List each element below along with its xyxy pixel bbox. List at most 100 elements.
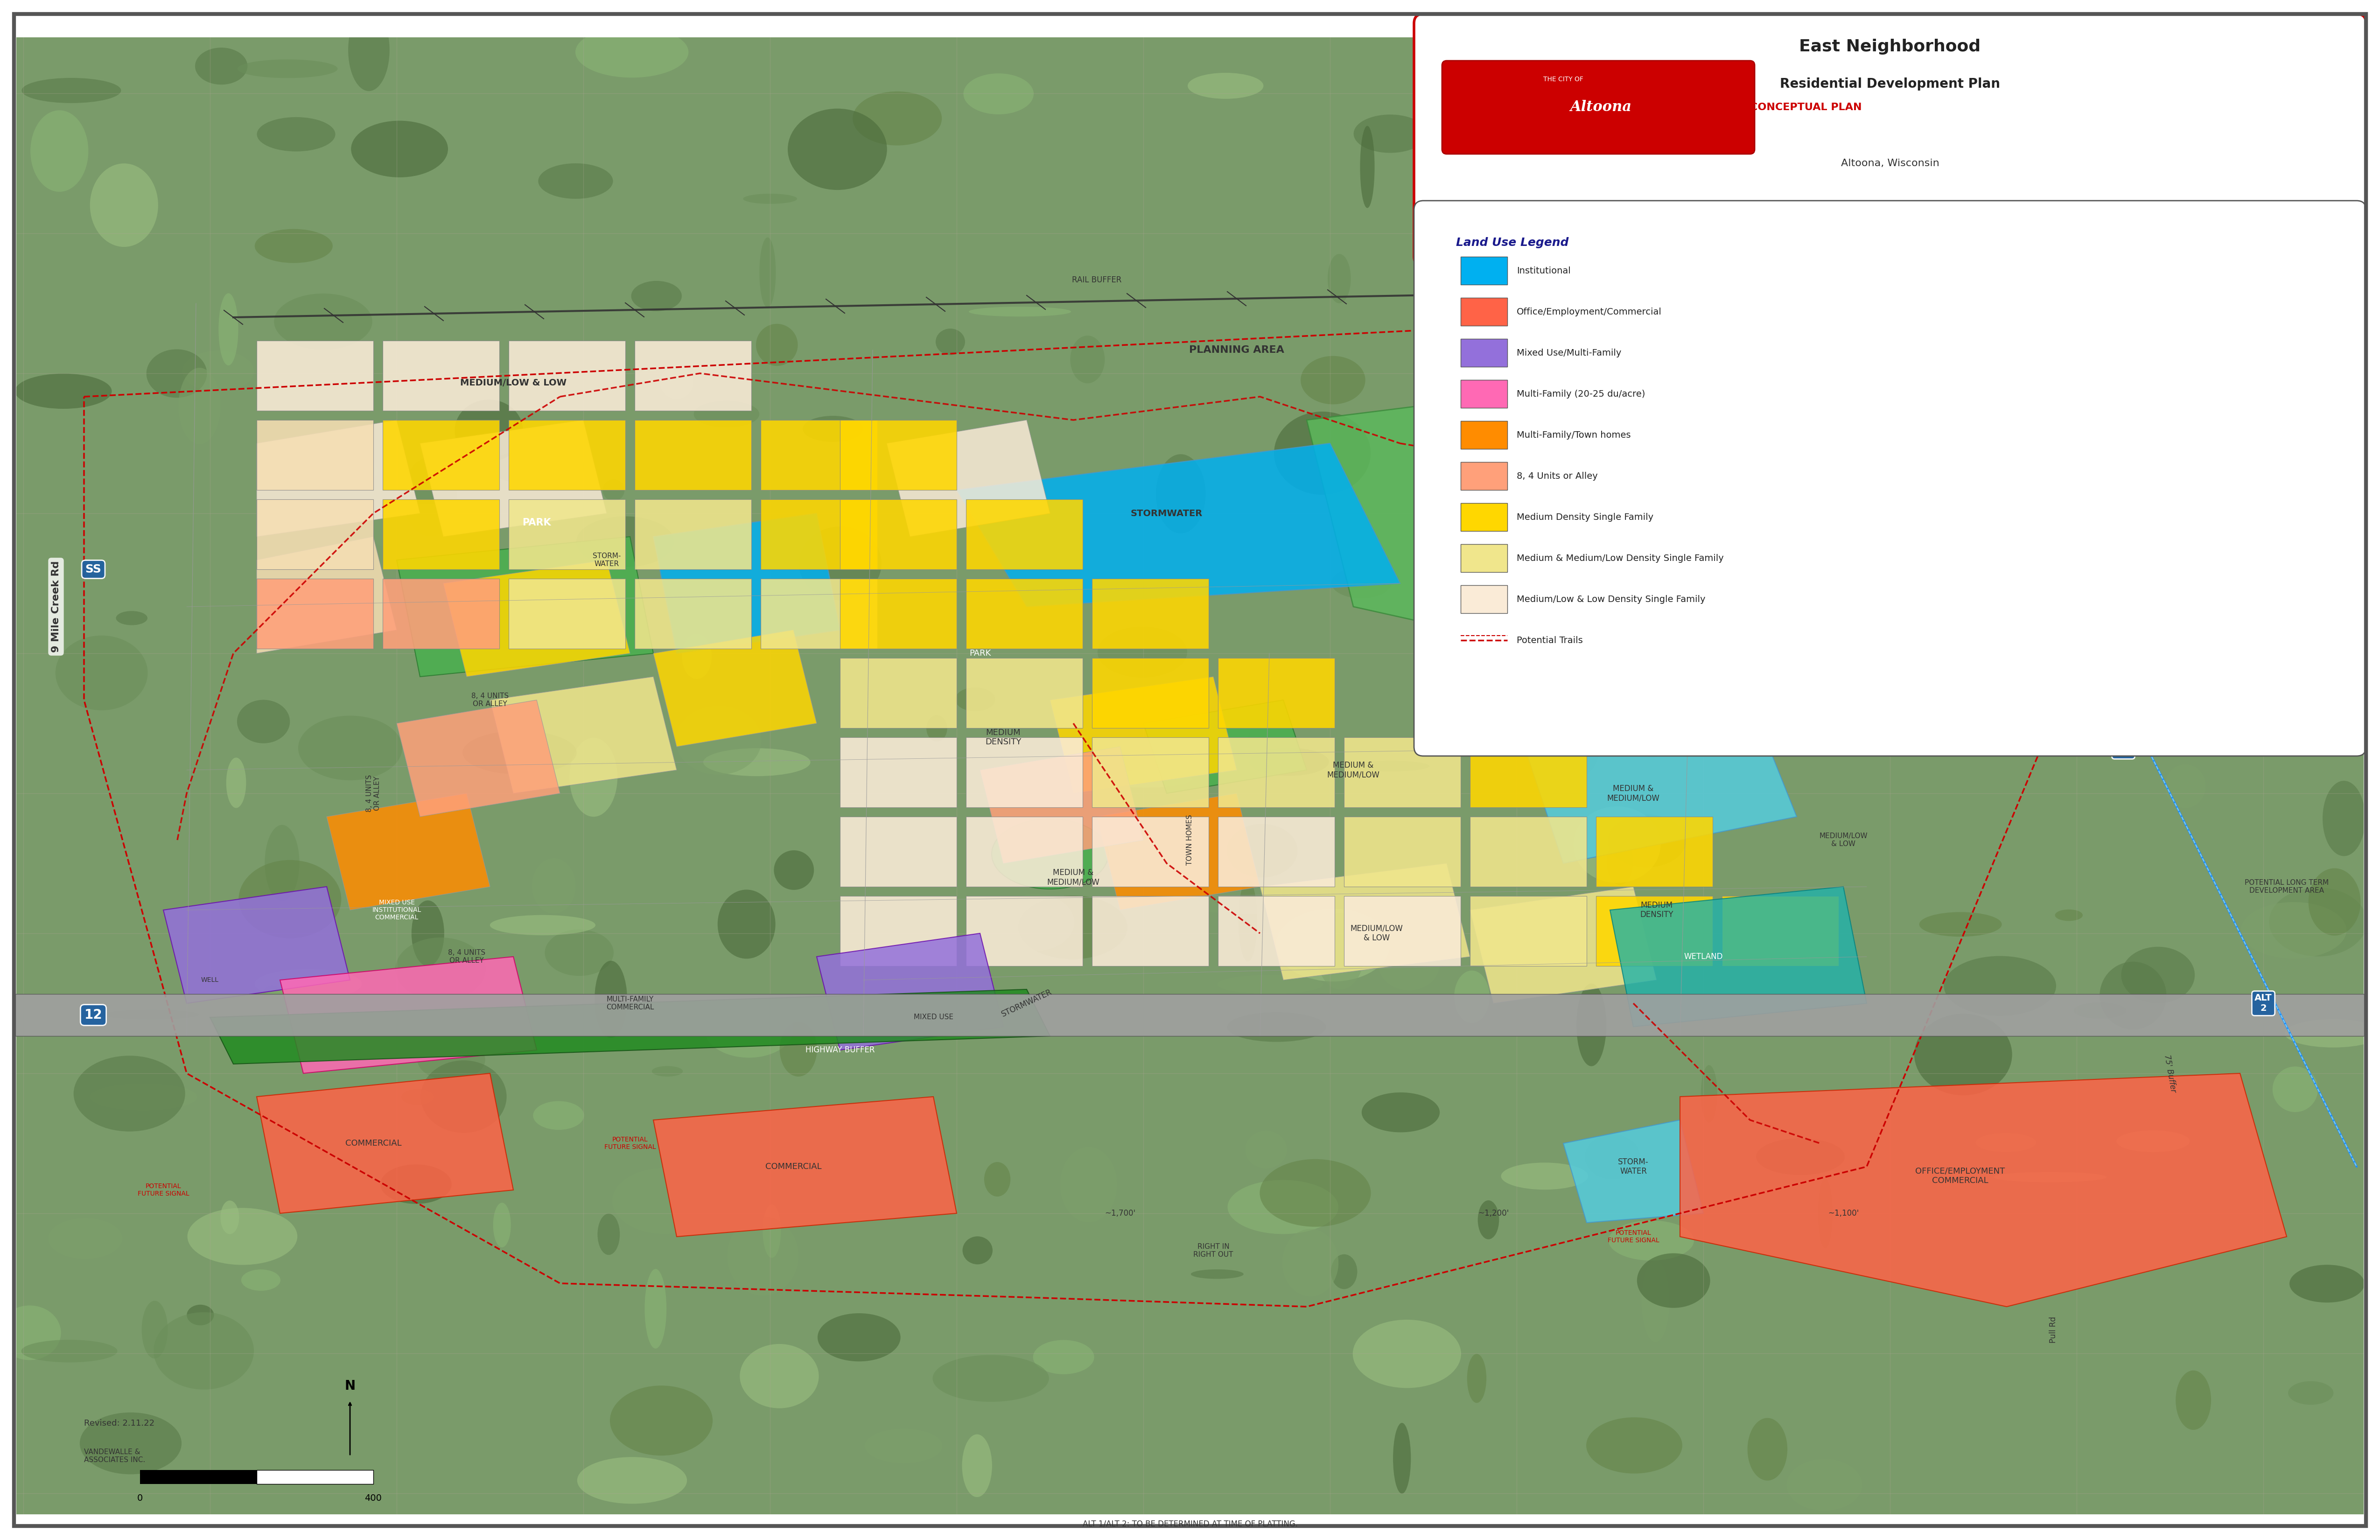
Ellipse shape bbox=[969, 306, 1071, 317]
Text: MULTI-FAMILY
COMMERCIAL: MULTI-FAMILY COMMERCIAL bbox=[607, 996, 654, 1010]
Ellipse shape bbox=[2271, 591, 2351, 642]
Ellipse shape bbox=[255, 229, 333, 263]
Ellipse shape bbox=[238, 60, 338, 79]
Text: LANDFILL
PARK: LANDFILL PARK bbox=[1583, 480, 1637, 500]
Ellipse shape bbox=[462, 732, 576, 775]
Ellipse shape bbox=[788, 109, 888, 189]
Bar bbox=[840, 499, 957, 570]
Ellipse shape bbox=[1221, 665, 1254, 747]
Text: Altoona: Altoona bbox=[1571, 100, 1630, 114]
Ellipse shape bbox=[1726, 326, 1823, 350]
Ellipse shape bbox=[2166, 220, 2225, 285]
Ellipse shape bbox=[1359, 126, 1376, 208]
Bar bbox=[966, 738, 1083, 807]
Ellipse shape bbox=[1299, 356, 1366, 405]
Text: ALT
2: ALT 2 bbox=[2254, 993, 2273, 1013]
Ellipse shape bbox=[1019, 895, 1128, 959]
Ellipse shape bbox=[2273, 1067, 2318, 1112]
Text: WETLAND: WETLAND bbox=[1685, 952, 1723, 961]
Ellipse shape bbox=[2194, 678, 2249, 688]
Ellipse shape bbox=[2113, 611, 2128, 628]
Ellipse shape bbox=[954, 687, 995, 711]
Ellipse shape bbox=[264, 825, 300, 901]
Bar bbox=[1471, 896, 1587, 966]
Ellipse shape bbox=[1564, 567, 1676, 645]
Ellipse shape bbox=[117, 611, 148, 625]
Bar bbox=[1092, 896, 1209, 966]
Bar bbox=[1345, 896, 1461, 966]
Text: MEDIUM &
MEDIUM/LOW: MEDIUM & MEDIUM/LOW bbox=[1047, 869, 1100, 887]
Ellipse shape bbox=[1033, 1340, 1095, 1374]
Text: RAIL BUFFER: RAIL BUFFER bbox=[1071, 276, 1121, 285]
Ellipse shape bbox=[257, 117, 336, 151]
Ellipse shape bbox=[2309, 869, 2361, 935]
Text: OFFICE/EMPLOYMENT
COMMERCIAL: OFFICE/EMPLOYMENT COMMERCIAL bbox=[1916, 1167, 2004, 1186]
Ellipse shape bbox=[1361, 1092, 1440, 1132]
Text: MEDIUM
DENSITY: MEDIUM DENSITY bbox=[985, 728, 1021, 747]
Ellipse shape bbox=[1747, 1418, 1787, 1480]
Ellipse shape bbox=[238, 859, 340, 938]
Ellipse shape bbox=[186, 1304, 214, 1326]
Text: Medium & Medium/Low Density Single Family: Medium & Medium/Low Density Single Famil… bbox=[1516, 554, 1723, 562]
Ellipse shape bbox=[1756, 1138, 1844, 1175]
Bar bbox=[1219, 658, 1335, 728]
Bar bbox=[966, 499, 1083, 570]
Bar bbox=[1345, 738, 1461, 807]
Bar bbox=[1461, 504, 1507, 531]
Ellipse shape bbox=[90, 1083, 198, 1110]
Bar bbox=[1461, 462, 1507, 490]
Ellipse shape bbox=[488, 450, 585, 485]
Ellipse shape bbox=[381, 1164, 452, 1204]
Polygon shape bbox=[257, 536, 397, 653]
Ellipse shape bbox=[1190, 1269, 1245, 1278]
Ellipse shape bbox=[455, 399, 524, 462]
Text: 12: 12 bbox=[83, 1009, 102, 1021]
Polygon shape bbox=[281, 956, 536, 1073]
Ellipse shape bbox=[298, 716, 402, 781]
Text: MIXED USE
INSTITUTIONAL
COMMERCIAL: MIXED USE INSTITUTIONAL COMMERCIAL bbox=[371, 899, 421, 921]
Ellipse shape bbox=[14, 374, 112, 408]
Polygon shape bbox=[888, 420, 1050, 536]
Bar bbox=[1092, 658, 1209, 728]
Bar bbox=[509, 499, 626, 570]
Ellipse shape bbox=[702, 748, 812, 776]
Polygon shape bbox=[1097, 793, 1259, 910]
Ellipse shape bbox=[1273, 411, 1371, 494]
Polygon shape bbox=[257, 1073, 514, 1214]
Bar bbox=[1461, 339, 1507, 367]
Ellipse shape bbox=[81, 1412, 181, 1474]
Ellipse shape bbox=[2116, 1130, 2190, 1152]
Ellipse shape bbox=[1576, 984, 1607, 1066]
Ellipse shape bbox=[240, 1269, 281, 1291]
Text: TOWN HOMES: TOWN HOMES bbox=[1188, 815, 1192, 865]
Polygon shape bbox=[397, 701, 559, 816]
Text: HIGHWAY BUFFER: HIGHWAY BUFFER bbox=[804, 1046, 876, 1055]
Ellipse shape bbox=[416, 1040, 486, 1081]
Bar bbox=[1597, 816, 1714, 887]
FancyBboxPatch shape bbox=[14, 32, 2366, 1517]
Ellipse shape bbox=[307, 454, 378, 487]
Polygon shape bbox=[1307, 350, 1961, 701]
Ellipse shape bbox=[962, 1237, 992, 1264]
Text: STORMWATER: STORMWATER bbox=[1130, 508, 1202, 517]
FancyBboxPatch shape bbox=[1414, 14, 2366, 266]
Ellipse shape bbox=[55, 636, 148, 710]
Ellipse shape bbox=[1283, 1229, 1338, 1297]
Ellipse shape bbox=[490, 915, 595, 935]
Bar bbox=[1345, 816, 1461, 887]
Ellipse shape bbox=[493, 1203, 512, 1247]
Ellipse shape bbox=[740, 1344, 819, 1408]
Bar bbox=[1461, 420, 1507, 450]
Bar bbox=[0, 0, 17, 1540]
Polygon shape bbox=[1050, 676, 1238, 793]
Ellipse shape bbox=[21, 79, 121, 103]
Ellipse shape bbox=[1842, 562, 1911, 638]
Ellipse shape bbox=[1985, 374, 2002, 448]
Polygon shape bbox=[1516, 701, 1797, 864]
Text: 75' Buffer: 75' Buffer bbox=[2163, 1053, 2178, 1093]
Text: STORM-
WATER: STORM- WATER bbox=[593, 553, 621, 568]
Polygon shape bbox=[443, 561, 631, 676]
Text: Pull Rd: Pull Rd bbox=[2049, 1317, 2059, 1343]
Polygon shape bbox=[1259, 864, 1471, 979]
Ellipse shape bbox=[997, 895, 1073, 950]
